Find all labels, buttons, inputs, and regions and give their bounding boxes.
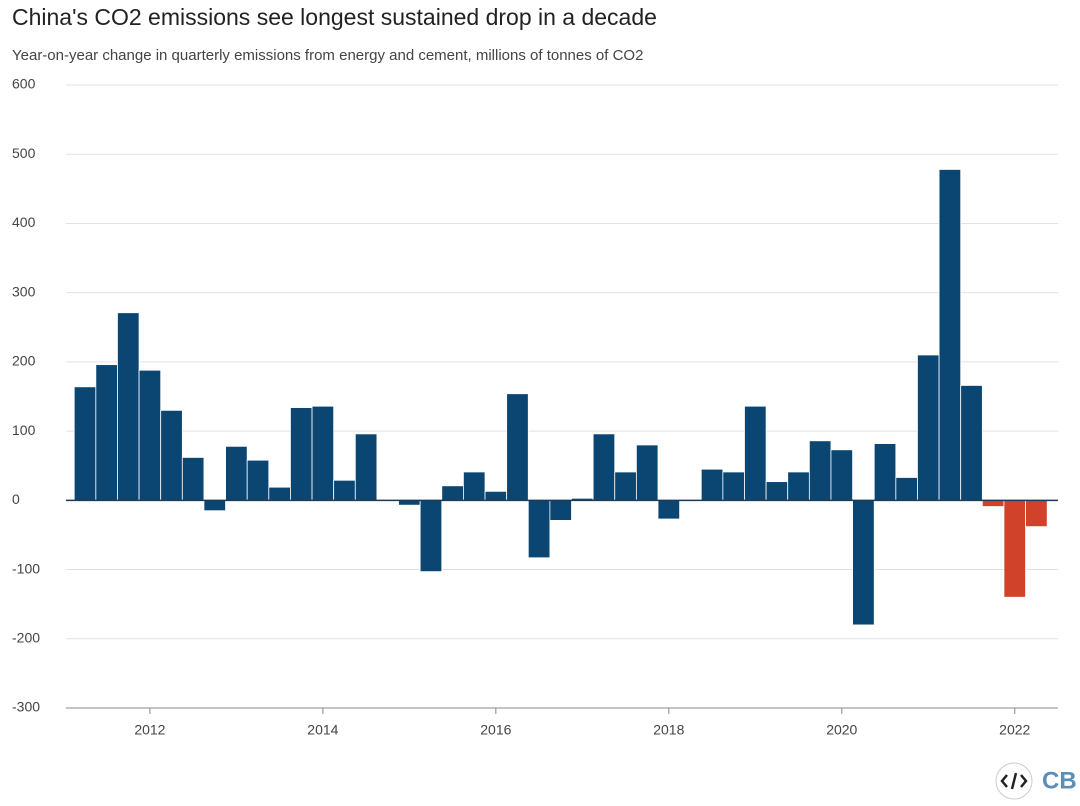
y-tick-label: 400 — [12, 214, 36, 230]
x-tick-label: 2012 — [134, 722, 165, 738]
bar — [852, 499, 875, 626]
bar — [635, 444, 659, 501]
bar — [1025, 499, 1048, 528]
y-tick-label: -100 — [12, 560, 40, 576]
bar — [981, 499, 1005, 507]
y-tick-label: 200 — [12, 353, 36, 369]
bar — [527, 499, 551, 559]
bar — [744, 405, 767, 501]
y-tick-label: 0 — [12, 491, 20, 507]
bar — [354, 433, 378, 501]
bar — [808, 440, 832, 501]
bar — [657, 499, 681, 520]
y-tick-label: 600 — [12, 76, 36, 92]
bar — [917, 354, 940, 501]
bar — [873, 443, 897, 501]
bar — [160, 409, 183, 501]
bar — [441, 485, 464, 501]
x-tick-label: 2014 — [307, 722, 338, 738]
y-tick-label: -300 — [12, 699, 40, 715]
bar — [290, 407, 313, 501]
bar — [463, 471, 486, 501]
bar — [830, 449, 853, 501]
bar — [73, 386, 97, 501]
bar — [138, 369, 162, 501]
bar — [895, 477, 918, 501]
y-tick-label: 500 — [12, 145, 36, 161]
bar — [95, 364, 118, 501]
bar — [549, 499, 572, 521]
y-tick-label: 300 — [12, 283, 36, 299]
x-tick-label: 2022 — [999, 722, 1030, 738]
bar — [333, 479, 356, 501]
bar — [700, 468, 724, 501]
x-tick-label: 2018 — [653, 722, 684, 738]
chart-subtitle: Year-on-year change in quarterly emissio… — [12, 47, 643, 64]
bar — [117, 312, 140, 501]
bar — [311, 405, 335, 501]
bar — [419, 499, 443, 573]
bar — [203, 499, 226, 512]
bar — [181, 457, 205, 501]
bar — [614, 471, 637, 501]
bar — [787, 471, 810, 501]
x-tick-label: 2016 — [480, 722, 511, 738]
bar — [484, 490, 508, 501]
bar — [592, 433, 616, 501]
bar — [506, 393, 529, 501]
bar — [246, 459, 270, 501]
x-tick-label: 2020 — [826, 722, 857, 738]
bar — [722, 471, 745, 501]
bar — [225, 445, 248, 501]
bar — [765, 481, 789, 501]
bar — [938, 169, 962, 501]
logo: CB — [1042, 767, 1077, 794]
chart-title: China's CO2 emissions see longest sustai… — [12, 4, 657, 30]
y-tick-label: 100 — [12, 422, 36, 438]
embed-glyph[interactable] — [1000, 772, 1028, 790]
y-tick-label: -200 — [12, 629, 40, 645]
embed-icon[interactable] — [995, 762, 1033, 800]
bar — [1003, 499, 1026, 598]
bar — [960, 385, 983, 501]
bar — [268, 486, 291, 501]
